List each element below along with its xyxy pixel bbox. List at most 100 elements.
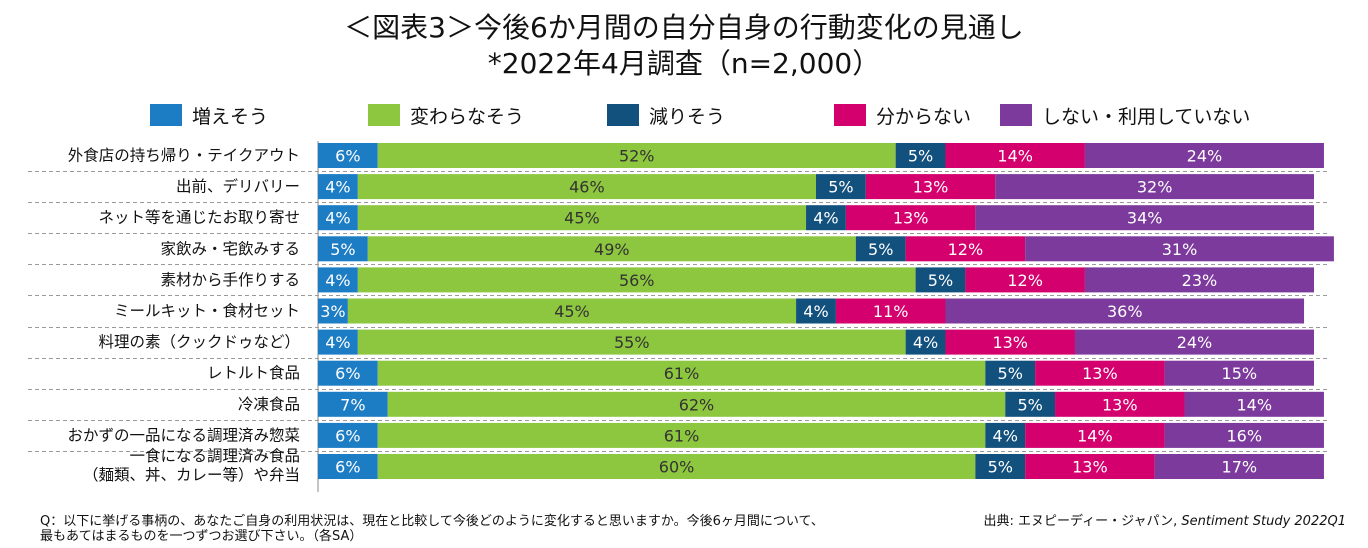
data-label: 31% <box>1162 240 1198 259</box>
bar-segment <box>945 298 1305 324</box>
bar-segment <box>1025 422 1165 448</box>
category-label: ネット等を通じたお取り寄せ <box>98 209 300 227</box>
data-label: 13% <box>1072 458 1108 477</box>
category-label: 家飲み・宅飲みする <box>160 240 300 258</box>
bar-segment <box>367 236 856 262</box>
bar-segment <box>895 143 946 168</box>
bar-segment <box>357 329 906 355</box>
data-label: 14% <box>1236 395 1272 414</box>
data-label: 12% <box>1007 271 1043 290</box>
category-label: レトルト食品 <box>207 364 300 382</box>
data-label: 16% <box>1226 426 1262 445</box>
data-label: 45% <box>554 302 590 321</box>
bar-segment <box>357 174 816 200</box>
bar-segment <box>377 454 976 479</box>
data-label: 36% <box>1107 302 1143 321</box>
bar-segment <box>318 360 378 386</box>
bar-segment <box>1055 391 1185 417</box>
footnote-instruction: 最もあてはまるものを一つずつお選び下さい。（各SA） <box>40 529 363 544</box>
category-label: 一食になる調理済み食品 <box>129 447 300 465</box>
data-label: 23% <box>1182 271 1218 290</box>
bar-segment <box>377 422 986 448</box>
bar-segment <box>318 391 388 417</box>
bar-segment <box>1074 329 1314 355</box>
data-label: 5% <box>998 364 1023 383</box>
bar-segment <box>855 236 906 262</box>
category-label: 料理の素（クックドゥなど） <box>98 333 300 351</box>
data-label: 13% <box>1082 364 1118 383</box>
bar-segment <box>318 298 348 324</box>
source-note: 出典: エヌピーディー・ジャパン, Sentiment Study 2022Q1 <box>984 514 1346 530</box>
bar-segment <box>905 329 946 355</box>
data-label: 32% <box>1137 178 1173 197</box>
data-label: 60% <box>659 458 695 477</box>
bar-segment <box>318 143 378 168</box>
source-prefix: 出典: エヌピーディー・ジャパン, <box>983 514 1178 529</box>
bar-segment <box>1164 360 1314 386</box>
bar-segment <box>965 267 1085 293</box>
data-label: 13% <box>992 333 1028 352</box>
bar-segment <box>985 360 1036 386</box>
bar-segment <box>1164 422 1324 448</box>
data-label: 5% <box>928 271 953 290</box>
bar-segment <box>318 205 358 231</box>
bar-segment <box>1154 454 1324 479</box>
bar-segment <box>945 329 1075 355</box>
bar-segment <box>377 143 896 168</box>
legend-swatch-not-used <box>1000 104 1032 126</box>
data-label: 6% <box>335 458 360 477</box>
legend-item-unchanged: 変わらなそう <box>368 102 524 128</box>
data-label: 17% <box>1222 458 1258 477</box>
data-label: 45% <box>564 209 600 228</box>
category-label: 外食店の持ち帰り・テイクアウト <box>68 147 300 165</box>
bar-segment <box>318 236 368 262</box>
data-label: 3% <box>320 302 345 321</box>
data-label: 7% <box>340 395 365 414</box>
bar-segment <box>806 205 846 231</box>
category-label: 冷凍食品 <box>238 395 300 413</box>
data-label: 4% <box>913 333 938 352</box>
legend-swatch-decrease <box>607 104 639 126</box>
bar-segment <box>816 174 866 200</box>
data-label: 14% <box>997 147 1033 166</box>
legend-label-not-used: しない・利用していない <box>1042 105 1251 128</box>
data-label: 13% <box>1102 395 1138 414</box>
data-label: 52% <box>619 147 655 166</box>
legend-swatch-unknown <box>834 104 866 126</box>
bar-segment <box>1025 236 1334 262</box>
bar-segment <box>975 205 1314 231</box>
data-label: 13% <box>893 209 929 228</box>
data-label: 5% <box>868 240 893 259</box>
legend-swatch-unchanged <box>368 104 400 126</box>
bar-segment <box>995 174 1314 200</box>
bar-segment <box>347 298 797 324</box>
data-label: 5% <box>828 178 853 197</box>
legend-label-increase: 増えそう <box>192 105 269 128</box>
bar-segment <box>835 298 946 324</box>
data-label: 56% <box>619 271 655 290</box>
data-label: 46% <box>569 178 605 197</box>
data-label: 5% <box>1017 395 1042 414</box>
data-label: 55% <box>614 333 650 352</box>
data-label: 61% <box>664 364 700 383</box>
data-label: 4% <box>813 209 838 228</box>
bar-segment <box>387 391 1006 417</box>
bar-segment <box>1184 391 1324 417</box>
bar-segment <box>1025 454 1155 479</box>
bar-segment <box>318 422 378 448</box>
bar-segment <box>1084 267 1314 293</box>
data-label: 49% <box>594 240 630 259</box>
legend-label-unknown: 分からない <box>876 105 972 128</box>
bar-segment <box>318 174 358 200</box>
data-label: 24% <box>1177 333 1213 352</box>
bar-segment <box>945 143 1085 168</box>
bar-segment <box>796 298 836 324</box>
data-label: 15% <box>1222 364 1258 383</box>
legend-item-decrease: 減りそう <box>607 102 725 128</box>
data-label: 6% <box>335 147 360 166</box>
bar-segment <box>845 205 976 231</box>
bar-segment <box>318 454 378 479</box>
data-label: 4% <box>325 271 350 290</box>
data-label: 4% <box>325 178 350 197</box>
